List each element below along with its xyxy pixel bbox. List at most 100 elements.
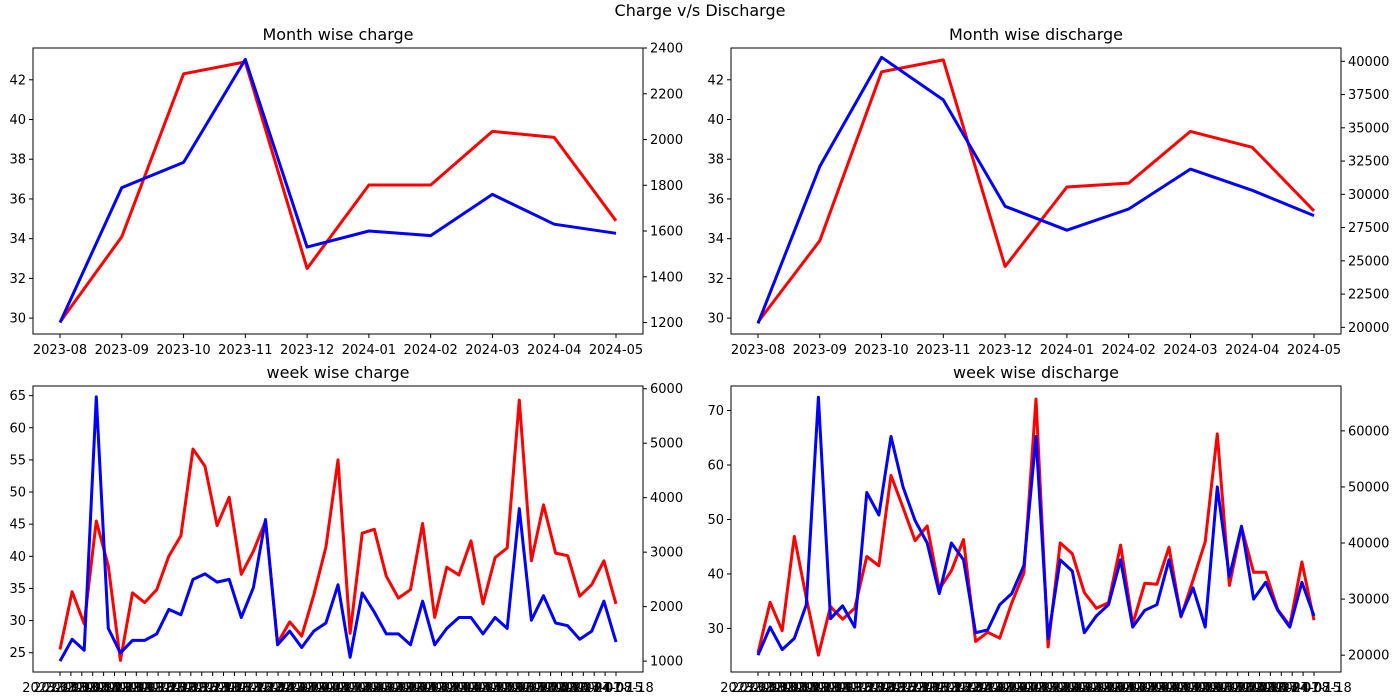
panel-0-x-tick-label: 2024-02 [404,343,458,358]
panel-2-left-tick-label: 45 [9,518,26,533]
panel-2-x-tick-label: 2024-04-22 [436,681,512,696]
panel-3-x-tick-label: 2024-07-18 [1276,681,1352,696]
panel-1-left-tick-label: 42 [707,73,724,88]
panel-3-x-tick-label: 2024-06-24 [1233,681,1309,696]
panel-3-x-tick-label: 2024-03-18 [1080,681,1156,696]
panel-2-right-tick-label: 6000 [650,382,683,397]
panel-3-x-tick-label: 2024-04-15 [1124,681,1200,696]
panel-3-series-right-axis-line [756,395,1316,656]
panel-3-x-tick-label: 2023-08-21 [753,681,829,696]
panel-title-week-discharge: week wise discharge [953,363,1119,382]
panel-2-x-tick-label: 2024-04-29 [447,681,523,696]
panel-1-x-tick-label: 2024-03 [1163,343,1217,358]
panel-2-x-tick-label: 2023-11-27 [208,681,284,696]
panel-1-left-tick-label: 30 [707,312,724,327]
panel-2-x-tick-label: 2024-05-13 [469,681,545,696]
panel-1-series-left-axis-line [756,58,1316,324]
panel-2-x-tick-label: 2024-04-15 [426,681,502,696]
panel-3-x-tick-label: 2024-06-17 [1222,681,1298,696]
panel-3-x-tick-label: 2023-12-11 [927,681,1003,696]
panel-3-x-tick-label: 2024-04-29 [1145,681,1221,696]
panel-0-series-right-axis-line [58,57,617,324]
panel-2-left-tick-label: 30 [9,614,26,629]
panel-3-x-tick-label: 2024-01-08 [971,681,1047,696]
panel-2-x-tick-label: 2023-10-23 [153,681,229,696]
panel-0-series-left-axis-line [58,60,618,323]
panel-2-x-tick-label: 2023-09-25 [109,681,185,696]
panel-1-right-tick-label: 35000 [1348,121,1389,136]
panel-2-left-tick-label: 55 [9,453,26,468]
panel-0-left-tick-label: 38 [9,153,26,168]
panel-0-x-tick-label: 2024-04 [527,343,581,358]
panel-0-right-tick-label: 1600 [650,225,683,240]
panel-0-x-tick-label: 2023-11 [218,343,272,358]
panel-2-x-tick-label: 2024-05-06 [458,681,534,696]
panel-0-right-tick-label: 2400 [650,42,683,57]
panel-3-x-tick-label: 2023-10-09 [829,681,905,696]
panel-2-x-tick-label: 2023-12-11 [229,681,305,696]
panel-1-right-tick-label: 27500 [1348,221,1389,236]
panel-3-left-tick-label: 50 [707,513,724,528]
panel-3-x-tick-label: 2024-01-29 [1004,681,1080,696]
panel-2-series-right-axis-line [58,395,618,662]
panel-1-right-tick-label: 22500 [1348,288,1389,303]
panel-title-month-charge: Month wise charge [262,25,414,44]
panel-0-right-tick-label: 1400 [650,270,683,285]
panel-3-series-left-axis-line [756,397,1316,657]
panel-0-x-tick-label: 2023-08 [33,343,87,358]
panel-2-x-tick-label: 2023-11-20 [197,681,273,696]
panel-title-month-discharge: Month wise discharge [948,25,1123,44]
panel-3-x-tick-label: 2024-06-03 [1200,681,1276,696]
panel-2-x-tick-label: 2023-08-21 [55,681,131,696]
panel-3-x-tick-label: 2024-05-20 [1178,681,1254,696]
panel-1-right-tick-label: 32500 [1348,155,1389,170]
panel-2-x-tick-label: 2023-10-30 [164,681,240,696]
panel-3-x-tick-label: 2024-07-01 [1244,681,1320,696]
panel-1-left-tick-label: 34 [707,232,724,247]
panel-3-x-tick-label: 2024-05-27 [1189,681,1265,696]
panel-1-series-right-axis-line [756,55,1315,324]
panel-1-x-tick-label: 2023-10 [854,343,908,358]
panel-2-right-tick-label: 2000 [650,600,683,615]
panel-1-right-tick-label: 30000 [1348,188,1389,203]
panel-3-right-tick-label: 40000 [1348,537,1389,552]
panel-3-x-tick-label: 2024-01-22 [993,681,1069,696]
panel-3-x-tick-label: 2024-07-15 [1265,681,1341,696]
panel-3-x-tick-label: 2023-12-18 [938,681,1014,696]
panel-2-left-tick-label: 50 [9,486,26,501]
panel-3-x-tick-label: 2023-11-20 [895,681,971,696]
panel-2-x-tick-label: 2023-08-14 [44,681,120,696]
panel-3-x-tick-label: 2024-04-01 [1102,681,1178,696]
panel-3-x-tick-label: 2024-03-11 [1069,681,1145,696]
panel-3-x-tick-label: 2024-07-08 [1254,681,1330,696]
panel-3-x-tick-label: 2023-08-07 [731,681,807,696]
panel-3-x-tick-label: 2023-09-04 [775,681,851,696]
panel-2-right-tick-label: 1000 [650,655,683,670]
panel-2-x-tick-label: 2024-03-25 [393,681,469,696]
panel-2-x-tick-label: 2024-04-08 [415,681,491,696]
panel-2-x-tick-label: 2023-08-07 [33,681,109,696]
panel-0-axes-frame [32,47,644,335]
panel-0-left-tick-label: 36 [9,192,26,207]
panel-2-x-tick-label: 2024-01-15 [284,681,360,696]
panel-1-left-tick-label: 32 [707,272,724,287]
panel-2-x-tick-label: 2024-07-01 [546,681,622,696]
panel-3-x-tick-label: 2023-08-28 [764,681,840,696]
panel-2-series-left-axis-line [58,398,618,662]
panel-1-x-tick-label: 2024-05 [1287,343,1341,358]
panel-3-right-tick-label: 50000 [1348,480,1389,495]
panel-2-x-tick-label: 2023-11-13 [186,681,262,696]
panel-2-x-tick-label: 2023-08-28 [66,681,142,696]
figure-title: Charge v/s Discharge [614,1,786,20]
panel-0-x-tick-label: 2023-12 [280,343,334,358]
panel-2-x-tick-label: 2024-03-18 [382,681,458,696]
panel-0-x-tick-label: 2023-09 [95,343,149,358]
panel-1-right-tick-label: 20000 [1348,321,1389,336]
panel-3-x-tick-label: 2024-06-10 [1211,681,1287,696]
panel-3-x-tick-label: 2023-10-23 [851,681,927,696]
panel-2-x-tick-label: 2024-07-08 [556,681,632,696]
panel-0-right-tick-label: 1800 [650,179,683,194]
panel-2-x-tick-label: 2024-06-03 [502,681,578,696]
panel-3-x-tick-label: 2023-10-30 [862,681,938,696]
